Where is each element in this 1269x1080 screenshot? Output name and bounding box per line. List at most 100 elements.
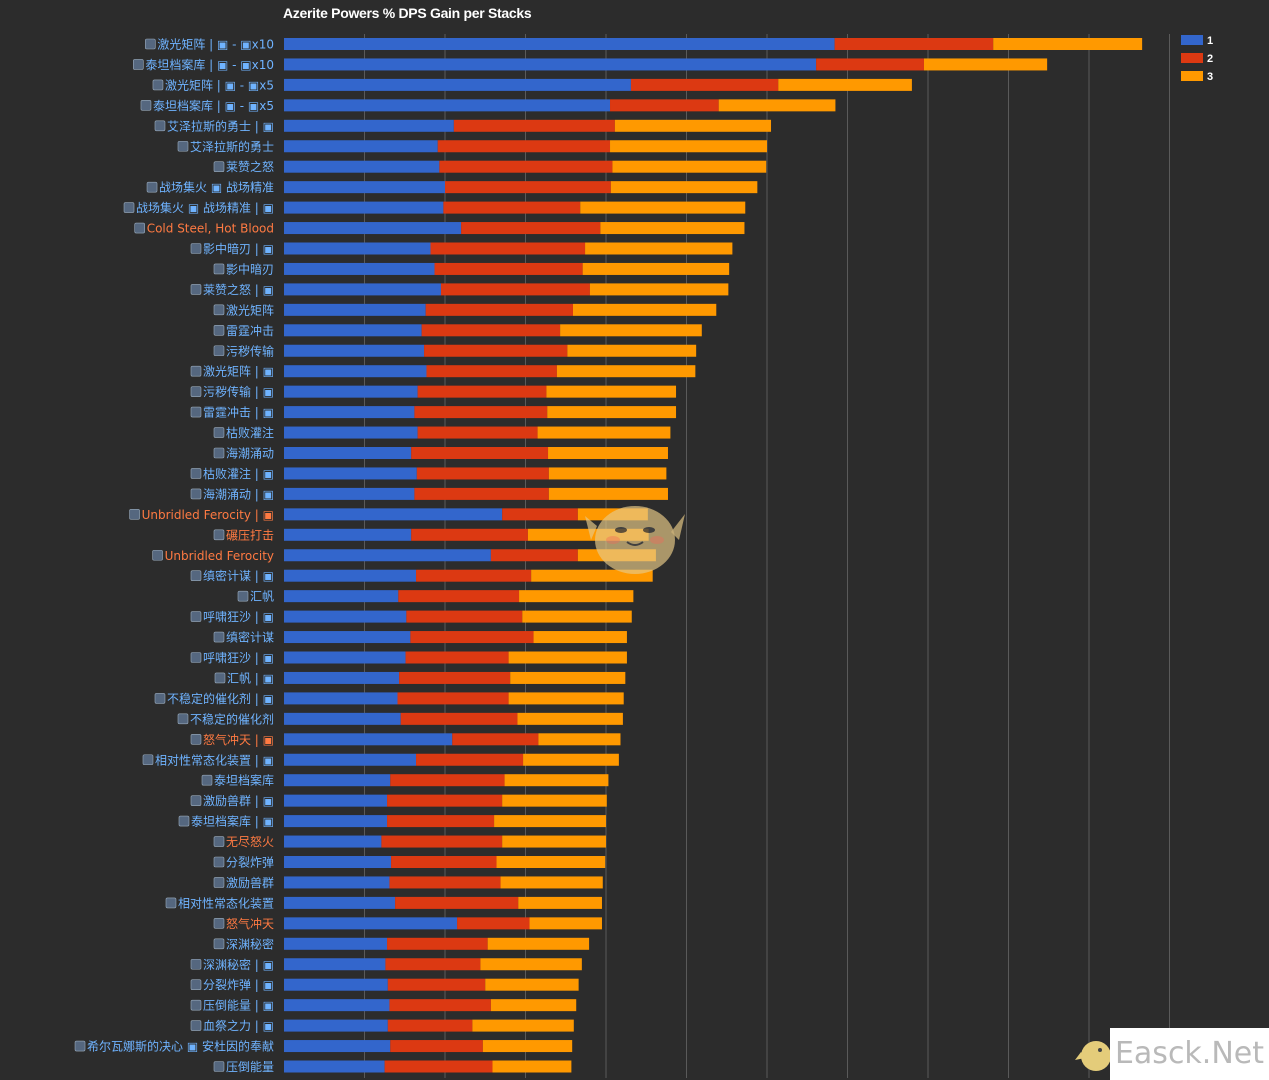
bar-series-2	[816, 58, 924, 71]
filthy-transfusion-icon	[190, 386, 202, 397]
bar-series-2	[461, 222, 601, 235]
bar-series-3	[492, 1060, 572, 1073]
endless-rage-icon	[213, 836, 225, 847]
battlefield-focus-icon	[146, 181, 158, 193]
fragmentation-bomb-icon	[190, 979, 202, 991]
blight-infusion-icon	[190, 468, 202, 479]
meticulous-scheming-icon	[213, 631, 225, 643]
bar-series-2	[417, 426, 538, 439]
category-label: Unbridled Ferocity	[165, 549, 274, 563]
bar-series-2	[385, 958, 481, 971]
category-label: 影中暗刃	[226, 261, 274, 276]
bar-series-1	[284, 671, 400, 684]
bar-series-1	[284, 385, 418, 398]
bar-series-2	[430, 242, 586, 255]
bar-series-1	[284, 242, 431, 255]
bar-series-3	[548, 447, 668, 459]
category-label: 污秽传输 | ▣	[203, 384, 274, 399]
bar-series-3	[546, 385, 677, 398]
inspiring-herd-icon	[213, 877, 225, 888]
bar-series-3	[718, 99, 836, 112]
bar-series-3	[510, 671, 626, 684]
bar-series-2	[414, 406, 548, 419]
abyssal-secrets-icon	[213, 938, 225, 950]
bar-series-2	[390, 1040, 483, 1053]
bar-series-1	[284, 999, 390, 1012]
filthy-transfusion-icon	[213, 345, 225, 357]
unbridled-ferocity-icon	[129, 509, 140, 520]
laser-matrix-icon	[190, 365, 202, 377]
bar-series-3	[600, 222, 745, 235]
bar-series-1	[284, 733, 453, 746]
category-label: 激励兽群	[226, 876, 274, 890]
laser-matrix-icon	[213, 304, 225, 316]
overwhelming-power-icon	[213, 1061, 225, 1072]
category-label: 激励兽群 | ▣	[203, 794, 274, 808]
bar-series-3	[502, 835, 606, 848]
chart-title: Azerite Powers % DPS Gain per Stacks	[283, 5, 532, 21]
bar-series-1	[284, 160, 440, 173]
seething-rage-icon	[190, 733, 202, 745]
legend-label: 1	[1207, 35, 1213, 47]
bar-series-2	[387, 937, 488, 950]
category-label: 深渊秘密 | ▣	[203, 957, 274, 972]
bar-series-3	[472, 1019, 574, 1032]
category-label: 莱赞之怒 | ▣	[203, 282, 274, 297]
bar-series-3	[548, 487, 668, 500]
category-label: 雷霆冲击 | ▣	[203, 405, 274, 420]
bar-series-2	[416, 569, 532, 582]
bar-series-1	[284, 365, 427, 378]
bar-series-2	[440, 283, 590, 296]
bar-series-1	[284, 58, 817, 71]
meticulous-scheming-icon	[190, 570, 202, 582]
bar-series-3	[537, 426, 671, 439]
bar-series-3	[504, 774, 609, 787]
thunderous-blast-icon	[190, 406, 202, 418]
bar-series-1	[284, 753, 417, 766]
bar-series-2	[410, 631, 534, 644]
category-label: 雷霆冲击	[226, 323, 274, 338]
bar-series-1	[284, 406, 415, 419]
bar-series-1	[284, 1040, 391, 1053]
bar-series-3	[496, 856, 606, 868]
bar-series-1	[284, 201, 444, 214]
bar-series-3	[519, 590, 634, 603]
relational-normalization-icon	[165, 897, 177, 909]
bar-series-1	[284, 119, 454, 132]
category-label: 影中暗刃 | ▣	[203, 241, 274, 256]
bars	[284, 38, 1143, 1073]
legend-label: 2	[1207, 53, 1213, 65]
bar-series-3	[538, 733, 621, 746]
bar-series-2	[502, 508, 578, 521]
legend-swatch	[1181, 53, 1203, 63]
bar-series-3	[531, 569, 653, 582]
category-label: 呼啸狂沙 | ▣	[203, 610, 274, 624]
bar-series-2	[439, 160, 613, 173]
bar-series-2	[387, 815, 495, 828]
crushing-assault-icon	[213, 529, 225, 541]
bar-series-3	[523, 753, 619, 766]
rezan-fury-icon	[213, 161, 225, 172]
whirling-sands-icon	[190, 611, 202, 622]
category-label: 压倒能量	[226, 1060, 274, 1074]
bar-series-3	[508, 692, 624, 705]
seething-rage-icon	[213, 918, 225, 929]
category-label: 艾泽拉斯的勇士 | ▣	[167, 118, 274, 133]
bar-series-2	[416, 467, 549, 480]
bar-series-2	[387, 978, 486, 991]
bar-series-2	[443, 201, 581, 214]
bar-series-3	[482, 1040, 573, 1053]
bar-series-1	[284, 958, 386, 971]
legend-label: 3	[1207, 71, 1213, 83]
bar-series-3	[778, 78, 912, 91]
category-label: Cold Steel, Hot Blood	[147, 222, 274, 236]
category-labels: 激光矩阵 | ▣ - ▣x10 泰坦档案库 | ▣ - ▣x10 激光矩阵 | ▣ …	[74, 38, 274, 1074]
relational-normalization-icon	[142, 754, 154, 766]
bar-series-1	[284, 1060, 385, 1073]
bar-series-2	[406, 610, 523, 623]
bar-series-2	[400, 712, 518, 725]
category-label: 战场集火 ▣ 战场精准	[159, 180, 274, 195]
category-label: 无尽怒火	[226, 834, 274, 849]
bar-series-3	[517, 712, 623, 725]
category-label: 海潮涌动	[226, 446, 274, 461]
